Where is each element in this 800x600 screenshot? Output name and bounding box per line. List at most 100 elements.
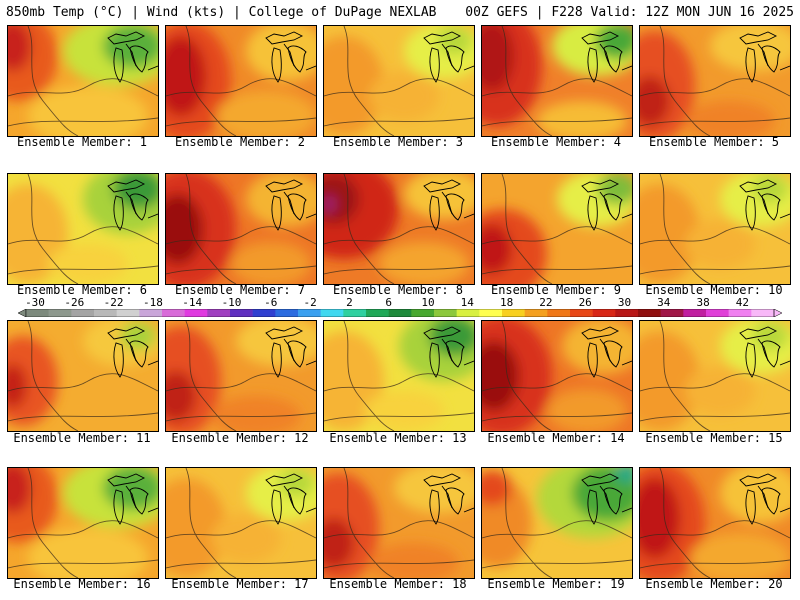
temperature-field-map	[324, 26, 474, 136]
temperature-field-map	[640, 468, 790, 578]
ensemble-member-label: Ensemble Member: 4	[490, 135, 622, 149]
temperature-field-map	[166, 321, 316, 431]
temperature-field-map	[166, 468, 316, 578]
temperature-field-map	[8, 174, 158, 284]
colorbar-swatch	[683, 309, 707, 317]
colorbar-swatch	[524, 309, 548, 317]
colorbar-tick-label: 22	[539, 296, 553, 309]
ensemble-member-panel	[481, 467, 633, 579]
colorbar-tick-label: -22	[103, 296, 124, 309]
ensemble-member-label: Ensemble Member: 1	[16, 135, 148, 149]
ensemble-member-panel	[323, 173, 475, 285]
colorbar-swatch	[207, 309, 231, 317]
colorbar-swatch	[570, 309, 593, 317]
colorbar-tick-label: 38	[696, 296, 710, 309]
ensemble-member-label: Ensemble Member: 20	[645, 577, 783, 591]
temperature-field-map	[482, 321, 632, 431]
colorbar-ticks: -30 -26 -22 -18 -14 -10 -6 -2 2 6 10 14 18 22 26 30 34 38…	[0, 297, 800, 309]
ensemble-member-label: Ensemble Member: 17	[171, 577, 309, 591]
colorbar-tick-label: -26	[64, 296, 85, 309]
ensemble-member-panel	[7, 320, 159, 432]
colorbar-swatch	[411, 309, 435, 317]
colorbar-swatch	[615, 309, 639, 317]
colorbar-swatch	[388, 309, 412, 317]
ensemble-member-panel	[165, 467, 317, 579]
colorbar-tick-label: 6	[385, 296, 392, 309]
ensemble-member-label: Ensemble Member: 9	[490, 283, 622, 297]
colorbar-swatch	[26, 309, 49, 317]
temperature-field-map	[324, 468, 474, 578]
ensemble-member-panel	[481, 173, 633, 285]
ensemble-member-label: Ensemble Member: 15	[645, 431, 783, 445]
colorbar-swatch	[638, 309, 661, 317]
colorbar-swatch	[479, 309, 503, 317]
colorbar-tick-label: 10	[421, 296, 435, 309]
ensemble-member-panel	[165, 320, 317, 432]
ensemble-member-panel	[639, 173, 791, 285]
ensemble-member-label: Ensemble Member: 7	[174, 283, 306, 297]
ensemble-member-panel	[7, 173, 159, 285]
temperature-field-map	[640, 174, 790, 284]
colorbar-swatch	[592, 309, 616, 317]
colorbar-swatch	[434, 309, 457, 317]
colorbar-swatch	[320, 309, 344, 317]
colorbar-swatch	[252, 309, 276, 317]
ensemble-member-panel	[639, 25, 791, 137]
colorbar-swatch	[48, 309, 72, 317]
colorbar-tick-label: -2	[303, 296, 317, 309]
ensemble-member-panel	[165, 25, 317, 137]
colorbar-tick-label: 30	[617, 296, 632, 309]
ensemble-member-label: Ensemble Member: 6	[16, 283, 148, 297]
colorbar-tick-label: 26	[578, 296, 592, 309]
colorbar-swatch	[230, 309, 253, 317]
colorbar-tick-label: -6	[264, 296, 278, 309]
colorbar-swatch	[184, 309, 208, 317]
colorbar-swatch	[660, 309, 684, 317]
ensemble-member-label: Ensemble Member: 18	[329, 577, 467, 591]
ensemble-member-panel	[481, 320, 633, 432]
temperature-field-map	[166, 26, 316, 136]
ensemble-member-panel	[323, 467, 475, 579]
temperature-field-map	[640, 26, 790, 136]
colorbar-tick-label: -14	[182, 296, 203, 309]
temperature-field-map	[8, 468, 158, 578]
ensemble-member-label: Ensemble Member: 11	[13, 431, 151, 445]
temperature-field-map	[166, 174, 316, 284]
colorbar-swatch	[71, 309, 95, 317]
colorbar-swatch	[728, 309, 752, 317]
ensemble-member-panel	[7, 467, 159, 579]
ensemble-member-label: Ensemble Member: 2	[174, 135, 306, 149]
colorbar-tick-label: -18	[142, 296, 163, 309]
colorbar-swatch	[162, 309, 185, 317]
ensemble-member-panel	[639, 467, 791, 579]
colorbar-tick-label: 42	[735, 296, 750, 309]
ensemble-member-label: Ensemble Member: 13	[329, 431, 467, 445]
temperature-field-map	[482, 174, 632, 284]
ensemble-member-panel	[165, 173, 317, 285]
ensemble-member-label: Ensemble Member: 5	[648, 135, 780, 149]
colorbar-swatch	[343, 309, 367, 317]
colorbar-swatch	[366, 309, 389, 317]
colorbar-swatch	[502, 309, 525, 317]
temperature-field-map	[324, 174, 474, 284]
ensemble-member-label: Ensemble Member: 19	[487, 577, 625, 591]
temperature-field-map	[482, 26, 632, 136]
colorbar-swatch	[547, 309, 571, 317]
ensemble-member-label: Ensemble Member: 8	[332, 283, 464, 297]
ensemble-member-label: Ensemble Member: 16	[13, 577, 151, 591]
colorbar-swatch	[298, 309, 321, 317]
ensemble-member-panel	[7, 25, 159, 137]
map-title: 850mb Temp (°C) | Wind (kts) | College o…	[6, 5, 437, 20]
ensemble-member-label: Ensemble Member: 10	[645, 283, 783, 297]
colorbar-swatch	[139, 309, 163, 317]
ensemble-member-panel	[323, 320, 475, 432]
ensemble-member-panel	[639, 320, 791, 432]
colorbar-tick-label: 14	[460, 296, 474, 309]
colorbar-tick-label: 2	[346, 296, 353, 309]
ensemble-member-label: Ensemble Member: 3	[332, 135, 464, 149]
colorbar-swatch	[94, 309, 117, 317]
colorbar-swatch	[275, 309, 299, 317]
colorbar-tick-label: -10	[221, 296, 242, 309]
temperature-field-map	[482, 468, 632, 578]
ensemble-member-panel	[481, 25, 633, 137]
